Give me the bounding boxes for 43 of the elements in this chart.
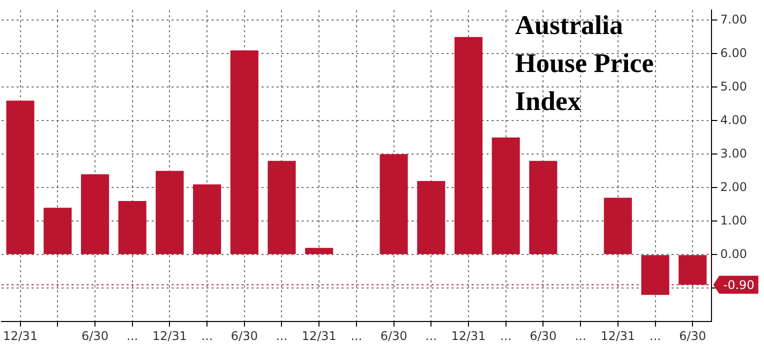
x-tick-label: 12/31: [302, 328, 336, 343]
x-tick-label: ...: [650, 328, 661, 343]
x-tick-label: 6/30: [530, 328, 557, 343]
bar: [6, 100, 34, 254]
x-tick-label: ...: [500, 328, 512, 343]
ref-line-label: -0.90: [723, 278, 754, 292]
y-tick-label: 7.00: [720, 12, 747, 26]
bar: [193, 184, 222, 254]
bar: [268, 160, 296, 254]
x-tick-label: 6/30: [230, 328, 258, 343]
bar: [454, 36, 483, 254]
y-tick-label: 4.00: [720, 112, 747, 127]
x-tick-label: ...: [276, 328, 288, 343]
x-tick-label: 12/31: [2, 328, 38, 343]
bar: [305, 248, 334, 254]
bar: [80, 174, 109, 254]
x-tick-label: 12/31: [152, 328, 187, 343]
x-tick-label: ...: [574, 328, 586, 343]
bar: [118, 201, 146, 254]
bar: [492, 137, 520, 254]
y-tick-label: 1.00: [720, 213, 747, 228]
bar: [604, 198, 632, 254]
x-tick-label: 6/30: [679, 328, 706, 343]
y-tick-label: 6.00: [720, 46, 747, 60]
y-tick-label: 2.00: [720, 180, 747, 194]
bar: [44, 208, 72, 254]
bar: [417, 180, 446, 254]
x-tick-label: 6/30: [82, 328, 108, 343]
text: Australia House Price Index: [515, 10, 654, 116]
x-tick-label: ...: [350, 328, 362, 343]
x-tick-label: ...: [201, 328, 213, 343]
y-tick-label: 3.00: [720, 146, 747, 160]
bar: [156, 170, 184, 254]
bar: [230, 50, 258, 254]
x-tick-label: 12/31: [451, 328, 486, 343]
x-tick-label: 12/31: [600, 328, 636, 343]
x-tick-label: 6/30: [380, 328, 408, 343]
bar: [380, 154, 408, 254]
x-tick-label: ...: [126, 328, 138, 343]
y-tick-label: 5.00: [720, 79, 747, 94]
y-tick-label: 0.00: [720, 246, 747, 261]
x-tick-label: ...: [425, 328, 437, 343]
bar: [529, 160, 558, 254]
